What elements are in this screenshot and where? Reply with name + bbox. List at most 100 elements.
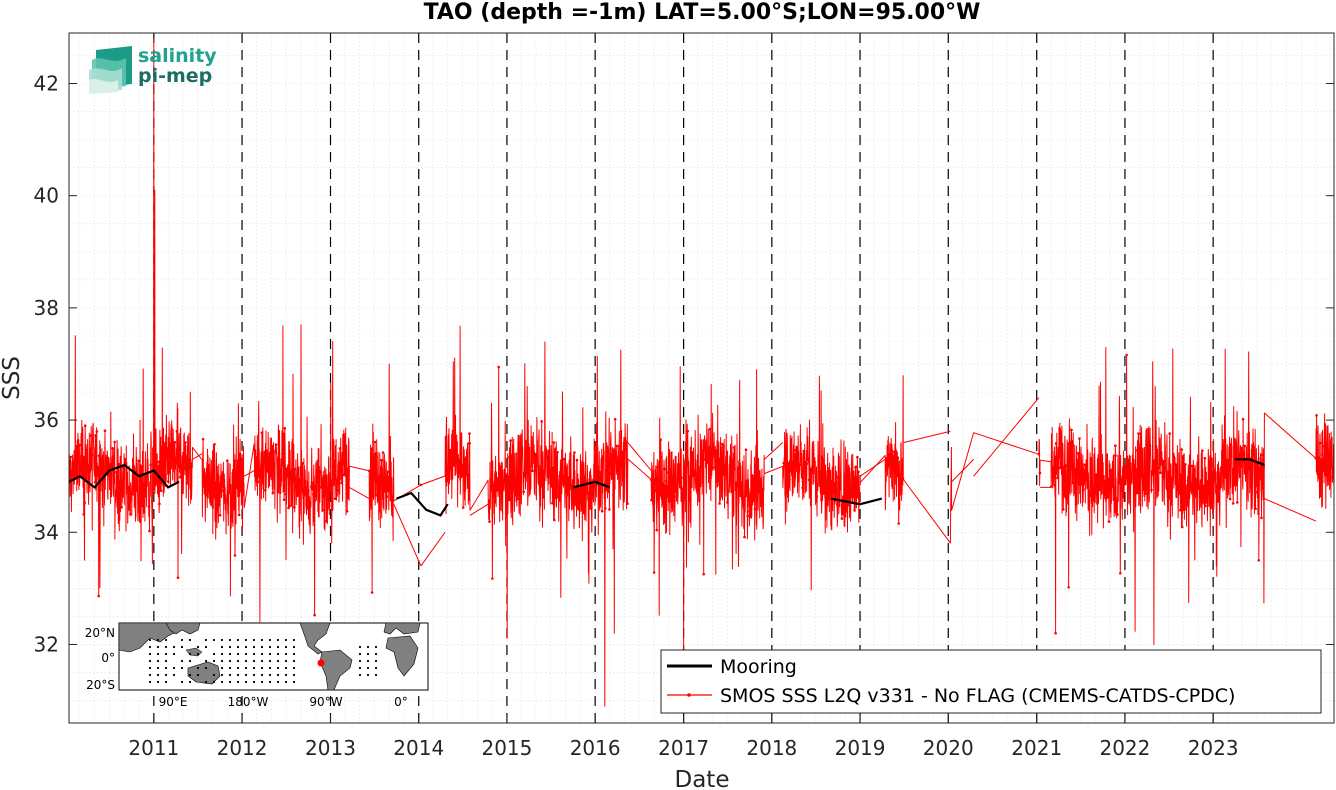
inset-mooring-dot: [156, 673, 160, 677]
smos-point: [725, 459, 728, 463]
smos-point: [1150, 488, 1153, 492]
smos-point: [1062, 508, 1065, 511]
smos-point: [1209, 506, 1213, 510]
y-tick-label: 34: [34, 520, 59, 544]
smos-point: [1103, 479, 1107, 483]
inset-mooring-dot: [172, 652, 176, 656]
inset-mooring-dot: [292, 652, 296, 656]
smos-point: [1092, 499, 1095, 502]
smos-point: [1114, 444, 1117, 448]
smos-point: [531, 469, 534, 473]
inset-mooring-dot: [268, 638, 272, 642]
smos-point: [380, 458, 383, 462]
smos-point: [1078, 482, 1082, 485]
smos-point: [301, 461, 304, 465]
smos-point: [656, 465, 659, 469]
smos-point: [459, 475, 463, 479]
smos-point: [1071, 443, 1074, 447]
salinity-pi-mep-logo: salinity pi-mep: [89, 45, 217, 94]
smos-point: [1062, 475, 1066, 479]
smos-point: [508, 456, 511, 459]
smos-point: [557, 495, 561, 499]
inset-mooring-dot: [260, 666, 264, 670]
smos-point: [519, 470, 522, 473]
inset-mooring-dot: [276, 645, 280, 649]
smos-point: [558, 499, 562, 502]
smos-point: [313, 613, 316, 617]
smos-point: [208, 489, 211, 493]
smos-point: [802, 449, 805, 453]
inset-mooring-dot: [196, 652, 200, 656]
inset-mooring-dot: [284, 652, 288, 656]
smos-point: [272, 451, 276, 454]
y-tick-label: 40: [34, 184, 59, 208]
smos-point: [127, 485, 130, 488]
inset-mooring-dot: [228, 673, 232, 677]
smos-point: [746, 491, 750, 495]
smos-point: [1159, 463, 1163, 466]
smos-point: [612, 466, 615, 470]
smos-point: [94, 434, 97, 437]
inset-mooring-dot: [164, 673, 168, 677]
smos-point: [1236, 501, 1239, 504]
smos-point: [69, 455, 72, 459]
smos-point: [237, 513, 241, 517]
smos-point: [608, 472, 612, 475]
smos-point: [83, 501, 86, 505]
x-tick-label: 2021: [1011, 736, 1062, 760]
inset-mooring-dot: [172, 673, 176, 677]
inset-mooring-dot: [268, 645, 272, 649]
smos-point: [1314, 457, 1318, 460]
smos-point: [333, 471, 336, 475]
inset-lon-label-0: 0°: [394, 695, 408, 709]
inset-mooring-dot: [284, 673, 288, 677]
smos-point: [1240, 447, 1244, 451]
smos-point: [891, 466, 895, 469]
smos-point: [897, 522, 900, 525]
smos-point: [468, 432, 471, 435]
smos-point: [1106, 491, 1110, 495]
smos-point: [184, 441, 187, 444]
inset-mooring-dot: [164, 666, 168, 670]
smos-point: [226, 490, 230, 494]
inset-mooring-dot: [220, 680, 224, 684]
smos-point: [798, 463, 802, 466]
smos-point: [600, 509, 604, 513]
x-tick-label: 2023: [1188, 736, 1239, 760]
smos-point: [613, 418, 617, 421]
smos-point: [553, 463, 557, 467]
smos-point: [287, 506, 290, 510]
smos-point: [314, 488, 318, 492]
smos-point: [672, 504, 676, 508]
smos-point: [659, 438, 662, 442]
inset-mooring-dot: [220, 659, 224, 663]
smos-point: [817, 460, 820, 463]
smos-point: [686, 464, 689, 468]
smos-point: [801, 480, 805, 483]
smos-point: [702, 458, 706, 461]
smos-point: [608, 508, 611, 511]
chart-title: TAO (depth =-1m) LAT=5.00°S;LON=95.00°W: [424, 0, 981, 25]
inset-mooring-dot: [228, 645, 232, 649]
plot-frame: [68, 32, 1335, 724]
smos-gap-connector: [627, 442, 652, 471]
smos-point: [167, 480, 170, 483]
smos-point: [1202, 491, 1206, 495]
smos-point: [307, 489, 310, 492]
smos-gap-connector: [951, 458, 974, 483]
smos-point: [888, 452, 891, 456]
smos-point: [83, 424, 87, 428]
smos-point: [321, 509, 325, 512]
inset-mooring-dot: [374, 652, 378, 656]
smos-point: [1125, 353, 1128, 357]
inset-mooring-dot: [212, 680, 216, 684]
mooring-series-line: [830, 497, 883, 506]
inset-mooring-dot: [212, 659, 216, 663]
inset-mooring-dot: [276, 666, 280, 670]
smos-point: [157, 460, 161, 464]
smos-point: [891, 468, 894, 472]
inset-mooring-dot: [284, 659, 288, 663]
smos-point: [340, 481, 343, 485]
inset-lon-label-90e: 90°E: [159, 695, 188, 709]
smos-point: [1152, 459, 1155, 462]
